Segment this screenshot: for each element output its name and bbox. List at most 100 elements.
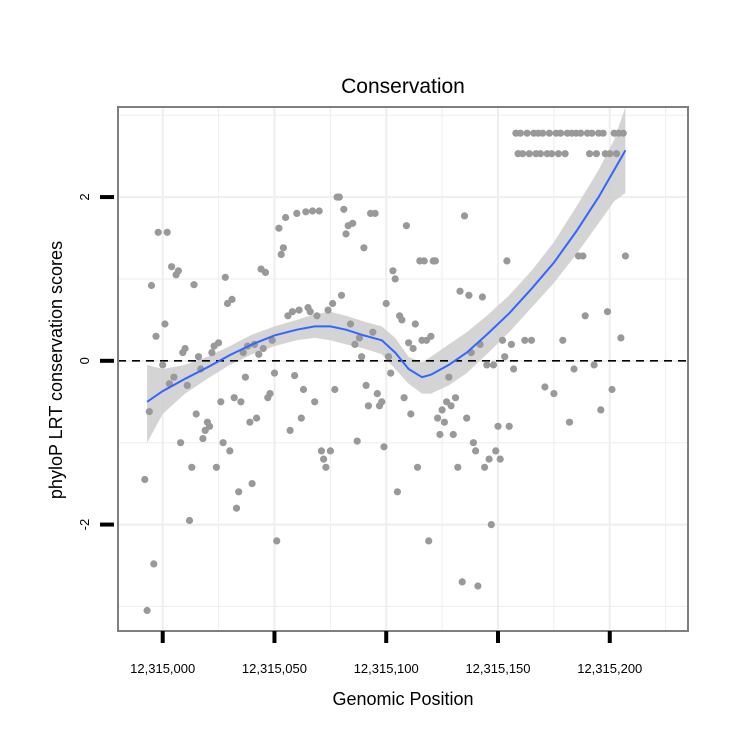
data-point [295, 306, 303, 314]
data-point [393, 488, 401, 496]
data-point [306, 308, 314, 316]
data-point [174, 267, 182, 275]
data-point [177, 439, 185, 447]
data-point [313, 312, 321, 320]
data-point [346, 320, 355, 328]
data-point [270, 369, 279, 377]
data-point [163, 228, 171, 236]
data-point [579, 252, 587, 260]
data-point [487, 521, 495, 529]
data-point [548, 150, 556, 158]
data-point [371, 209, 379, 217]
data-point [246, 418, 254, 426]
data-point [588, 129, 596, 137]
data-point [378, 398, 386, 406]
data-point [215, 339, 223, 347]
data-point [498, 336, 507, 344]
data-point [456, 287, 464, 295]
data-point [232, 504, 241, 512]
data-point [481, 463, 489, 471]
data-point [275, 224, 283, 232]
data-point [206, 422, 214, 430]
data-point [322, 463, 330, 471]
data-point [297, 414, 305, 422]
data-point [170, 373, 178, 381]
data-point [501, 353, 509, 361]
data-point [577, 129, 585, 137]
data-point [612, 150, 621, 158]
data-point [590, 361, 598, 369]
data-point [492, 447, 500, 455]
data-point [436, 430, 444, 439]
data-point [302, 208, 310, 216]
y-tick-label: 0 [77, 357, 92, 364]
data-point [320, 455, 328, 463]
x-tick-label: 12,315,200 [577, 661, 642, 676]
data-point [608, 385, 616, 394]
data-point [438, 406, 446, 414]
data-point [458, 578, 466, 586]
data-point [382, 299, 390, 308]
data-point [469, 439, 477, 447]
data-point [536, 150, 545, 158]
data-point [559, 336, 567, 344]
data-point [402, 222, 410, 230]
data-point [150, 560, 158, 568]
x-tick-label: 12,315,050 [242, 661, 307, 676]
data-point [570, 365, 578, 373]
data-point [181, 344, 189, 353]
data-point [208, 349, 216, 357]
data-point [539, 129, 547, 137]
data-point [315, 207, 323, 215]
data-point [369, 328, 377, 336]
data-point [159, 361, 167, 369]
data-point [219, 439, 227, 447]
data-point [308, 207, 317, 215]
data-point [185, 516, 194, 525]
data-point [606, 150, 614, 158]
data-point [494, 422, 502, 430]
data-point [337, 291, 346, 299]
data-point [351, 340, 359, 348]
data-point [143, 606, 151, 615]
data-point [478, 293, 486, 301]
data-point [427, 332, 435, 340]
data-point [228, 295, 236, 303]
data-point [460, 212, 469, 220]
data-point [496, 455, 504, 463]
data-point [358, 353, 366, 361]
data-point [288, 308, 296, 316]
data-point [192, 410, 200, 418]
confidence-band [147, 107, 626, 443]
data-point [355, 334, 363, 342]
data-point [154, 228, 162, 236]
data-point [525, 150, 533, 158]
data-point [326, 447, 334, 455]
data-point [463, 414, 471, 422]
data-point [261, 268, 270, 276]
data-point [145, 408, 153, 416]
data-point [282, 213, 290, 222]
data-point [621, 252, 630, 260]
data-point [141, 475, 149, 484]
data-point [255, 350, 263, 358]
data-point [188, 463, 196, 471]
x-tick-label: 12,315,150 [465, 661, 530, 676]
plot-panel-border [117, 106, 689, 632]
data-point [266, 390, 274, 398]
data-point [230, 394, 238, 402]
data-point [516, 129, 525, 137]
data-point [324, 306, 332, 314]
data-point [391, 275, 399, 283]
data-point [253, 414, 261, 422]
data-point [554, 150, 563, 158]
data-point [190, 281, 198, 289]
data-point [597, 406, 605, 414]
data-point [617, 334, 625, 342]
data-point [411, 320, 419, 328]
confidence-band-area [147, 107, 626, 443]
data-point [147, 281, 156, 290]
data-point [472, 447, 480, 455]
y-axis: -2 0 2 [77, 193, 114, 530]
